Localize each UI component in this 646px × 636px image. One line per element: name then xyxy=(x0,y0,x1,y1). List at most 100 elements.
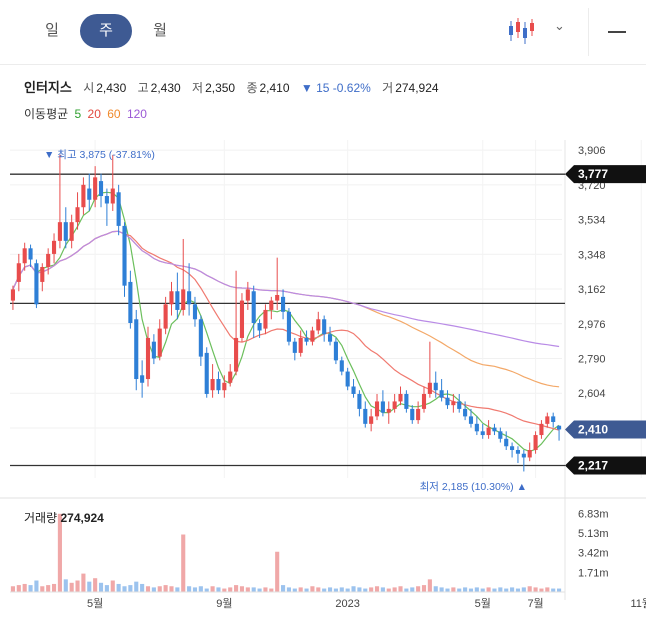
volume-bar xyxy=(510,587,515,592)
volume-bar xyxy=(286,587,291,592)
volume-bar xyxy=(28,585,33,592)
tab-day[interactable]: 일 xyxy=(45,22,59,39)
volume-bar xyxy=(181,534,186,592)
candle xyxy=(245,281,250,310)
tab-month[interactable]: 월 xyxy=(153,22,167,39)
volume-panel-title: 거래량 274,924 xyxy=(24,509,104,526)
volume-tick-label: 1.71m xyxy=(578,567,609,579)
volume-bar xyxy=(363,588,368,592)
candle xyxy=(398,386,403,406)
candle-body xyxy=(140,375,145,383)
volume-tick-label: 5.13m xyxy=(578,528,609,540)
candle xyxy=(87,173,92,211)
volume-bar xyxy=(445,588,450,592)
volume-bar xyxy=(222,588,227,592)
x-tick-label: 5월 xyxy=(87,597,103,610)
candle-body xyxy=(510,446,515,450)
candle xyxy=(369,408,374,432)
volume-bar xyxy=(234,585,239,592)
candle xyxy=(204,347,209,398)
volume-bar xyxy=(163,585,168,592)
candle-body xyxy=(527,449,532,458)
volume-bar xyxy=(357,587,362,592)
candle-body xyxy=(322,319,327,335)
candle xyxy=(363,401,368,428)
candle xyxy=(51,233,57,264)
ma-120-label[interactable]: 120 xyxy=(126,107,147,121)
open-label: 시 xyxy=(83,81,95,95)
candle xyxy=(16,253,21,292)
volume-bar xyxy=(75,580,80,592)
volume-bar xyxy=(369,587,374,592)
candle-body xyxy=(257,323,262,331)
candle-body xyxy=(251,291,256,324)
volume-bar xyxy=(104,585,109,592)
candle-body xyxy=(22,248,27,264)
candle-body xyxy=(369,416,374,424)
chevron-down-icon[interactable]: ⌄ xyxy=(554,18,565,33)
volume-tick-label: 6.83m xyxy=(578,508,609,520)
ma-20-label[interactable]: 20 xyxy=(87,107,101,121)
candle xyxy=(433,371,438,398)
x-tick-label: 2023 xyxy=(335,598,359,610)
candle-body xyxy=(40,266,45,282)
tab-week[interactable]: 주 xyxy=(80,14,132,48)
candle xyxy=(427,341,432,398)
ma-5-label[interactable]: 5 xyxy=(74,107,82,121)
price-tag-bg xyxy=(565,420,646,439)
candle-body xyxy=(275,294,280,301)
y-tick-label: 3,534 xyxy=(578,215,606,227)
volume-bar xyxy=(269,588,274,592)
candle xyxy=(380,390,385,417)
volume-bar xyxy=(239,586,245,592)
candle xyxy=(386,401,391,424)
volume-bar xyxy=(216,587,221,592)
candle-body xyxy=(263,309,268,329)
candle xyxy=(392,393,397,413)
candle xyxy=(192,296,198,327)
ma-60-label[interactable]: 60 xyxy=(107,107,121,121)
price-tag-bg xyxy=(565,165,646,184)
volume-bar xyxy=(245,587,250,592)
candle-body xyxy=(468,416,474,424)
volume-bar xyxy=(46,585,51,592)
stock-summary: 인터지스 시 2,430 고 2,430 저 2,350 종 2,410 ▼ 15 -0… xyxy=(24,77,447,96)
volume-bar xyxy=(16,585,21,592)
candle-body xyxy=(75,207,80,223)
candle xyxy=(216,371,221,394)
volume-bar xyxy=(410,587,415,592)
candle-body xyxy=(410,408,415,421)
candle xyxy=(251,285,256,338)
candle xyxy=(10,285,15,310)
menu-icon[interactable] xyxy=(608,31,626,33)
candle-body xyxy=(16,263,21,282)
candle-body xyxy=(69,222,74,241)
candle-body xyxy=(327,334,333,342)
candle-body xyxy=(298,337,303,353)
candle xyxy=(421,386,427,413)
candle xyxy=(539,420,544,439)
volume-bar xyxy=(122,586,127,592)
candle-body xyxy=(404,393,409,409)
candle xyxy=(269,296,274,320)
close-value: 2,410 xyxy=(259,81,290,95)
candle xyxy=(128,270,133,329)
candle xyxy=(316,311,321,335)
candle xyxy=(69,214,74,249)
candle xyxy=(281,289,286,320)
candle xyxy=(93,166,98,208)
volume-bar xyxy=(351,586,356,592)
candle-body xyxy=(46,253,51,267)
volume-bar xyxy=(169,586,174,592)
volume-bar xyxy=(304,588,309,592)
candle-body xyxy=(210,379,215,391)
price-tag: 2,217 xyxy=(565,456,646,475)
candlestick-icon[interactable] xyxy=(506,16,538,46)
x-tick-label: 11월 xyxy=(631,597,646,610)
candle-body xyxy=(110,188,115,204)
candle-body xyxy=(486,427,491,436)
candle xyxy=(34,259,39,309)
candle-body xyxy=(492,427,497,432)
candle-body xyxy=(504,438,509,447)
